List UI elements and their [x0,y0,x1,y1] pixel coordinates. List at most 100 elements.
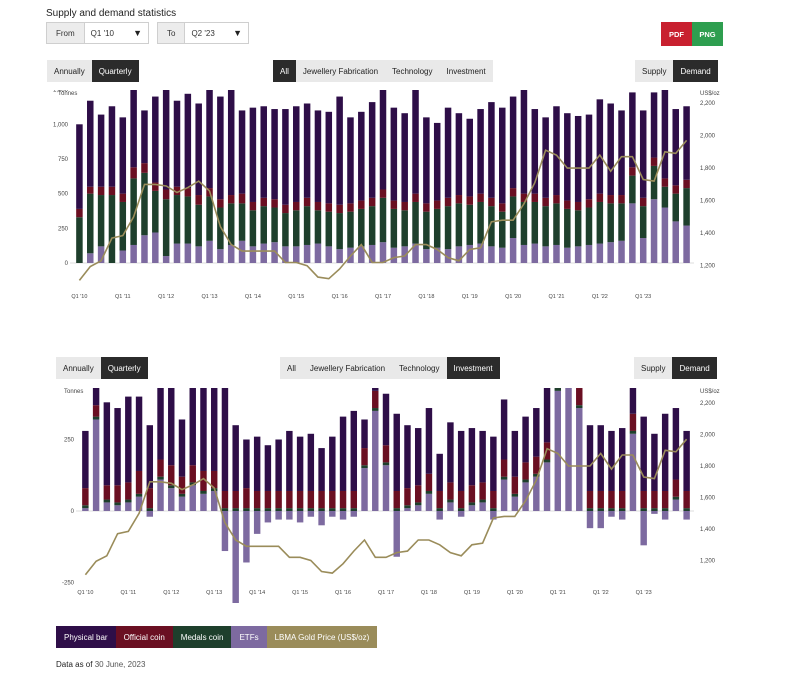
bar-etfs [184,243,192,263]
bar-physical-bar [210,388,218,471]
y-tick-label: 1,000 [53,122,69,128]
bar-official-coin [217,199,224,208]
bar-official-coin [232,490,239,509]
bar-official-coin [114,485,121,503]
bar-etfs [238,240,246,263]
bar-official-coin [200,470,207,491]
bar-physical-bar [608,430,615,491]
bar-official-coin [608,490,615,509]
bar-etfs [500,479,508,511]
bar-physical-bar [651,433,658,491]
bar-etfs [433,247,441,263]
bar-official-coin [433,200,441,209]
tab-jewellery-fabrication[interactable]: Jewellery Fabrication [309,363,386,373]
bar-official-coin [468,485,476,503]
bar-etfs [307,511,315,517]
legend-gold-price[interactable]: LBMA Gold Price (US$/oz) [266,626,378,648]
bar-etfs [629,433,637,511]
bar-medals-coin [307,508,315,511]
to-select[interactable]: To Q2 '23 ▼ [157,22,249,44]
bar-physical-bar [184,93,192,189]
bar-etfs [314,243,322,263]
legend-etfs[interactable]: ETFs [231,626,267,648]
bar-medals-coin [466,204,473,245]
tab-technology[interactable]: Technology [399,363,440,373]
bar-official-coin [618,195,625,204]
annually-button[interactable]: Annually [63,363,94,373]
bar-physical-bar [314,110,322,202]
bar-physical-bar [543,388,551,443]
bar-official-coin [585,199,593,208]
supply-button[interactable]: Supply [642,66,667,76]
bar-medals-coin [329,508,336,511]
tab-all[interactable]: All [287,363,296,373]
bar-official-coin [382,445,390,463]
y2-tick-label: 2,000 [700,134,716,140]
bar-physical-bar [661,90,669,179]
bar-physical-bar [379,90,387,190]
bar-etfs [639,238,647,263]
demand-button[interactable]: Demand [672,357,717,379]
bar-etfs [336,249,343,263]
bar-etfs [683,511,690,520]
bar-physical-bar [542,117,549,198]
bar-medals-coin [260,206,267,244]
quarterly-button[interactable]: Quarterly [100,357,148,379]
legend-official-coin[interactable]: Official coin [115,626,173,648]
bar-physical-bar [466,118,473,197]
tab-investment[interactable]: Investment [446,66,486,76]
bar-official-coin [108,186,116,196]
bar-medals-coin [368,206,376,245]
annually-button[interactable]: Annually [54,66,85,76]
bar-medals-coin [141,172,148,236]
tab-jewellery-fabrication[interactable]: Jewellery Fabrication [302,66,379,76]
bar-official-coin [282,204,289,214]
legend-medals-coin[interactable]: Medals coin [172,626,232,648]
bar-medals-coin [433,208,441,248]
from-select[interactable]: From Q1 '10 ▼ [46,22,149,44]
bar-medals-coin [97,195,105,247]
quarterly-button[interactable]: Quarterly [91,60,139,82]
bar-medals-coin [76,217,83,263]
bar-medals-coin [189,482,196,486]
bar-official-coin [597,490,604,509]
bar-official-coin [423,203,430,212]
bar-medals-coin [629,430,637,434]
bar-etfs [554,390,562,511]
bar-official-coin [607,195,614,204]
bar-medals-coin [379,197,387,243]
bar-etfs [379,242,387,263]
y2-tick-label: 2,200 [700,401,716,407]
category-tabs-2: All Jewellery Fabrication Technology Inv… [280,357,500,379]
pdf-export-button[interactable]: PDF [661,22,692,46]
png-export-button[interactable]: PNG [692,22,723,46]
bar-etfs [618,511,626,520]
legend-physical-bar[interactable]: Physical bar [56,626,116,648]
y2-tick-label: 1,800 [700,166,716,172]
bar-physical-bar [553,106,560,196]
bar-etfs [479,502,486,511]
bar-official-coin [210,470,218,489]
tab-technology[interactable]: Technology [392,66,433,76]
tab-all[interactable]: All [273,60,296,82]
bar-physical-bar [260,106,267,198]
bar-physical-bar [607,103,614,196]
bar-medals-coin [672,193,679,222]
bar-physical-bar [152,96,159,183]
bar-physical-bar [509,96,517,189]
bar-medals-coin [488,206,495,247]
bar-physical-bar [564,113,571,201]
supply-button[interactable]: Supply [641,363,666,373]
bar-official-coin [221,490,229,509]
bar-physical-bar [683,106,690,180]
x-tick-label: Q1 '14 [245,294,261,300]
bar-physical-bar [404,425,411,489]
bar-official-coin [350,490,358,509]
bar-medals-coin [271,207,278,243]
bar-medals-coin [618,203,625,241]
bar-official-coin [618,490,626,509]
bar-official-coin [412,193,419,202]
tab-investment[interactable]: Investment [446,357,500,379]
demand-button[interactable]: Demand [673,60,718,82]
bar-official-coin [286,490,293,509]
